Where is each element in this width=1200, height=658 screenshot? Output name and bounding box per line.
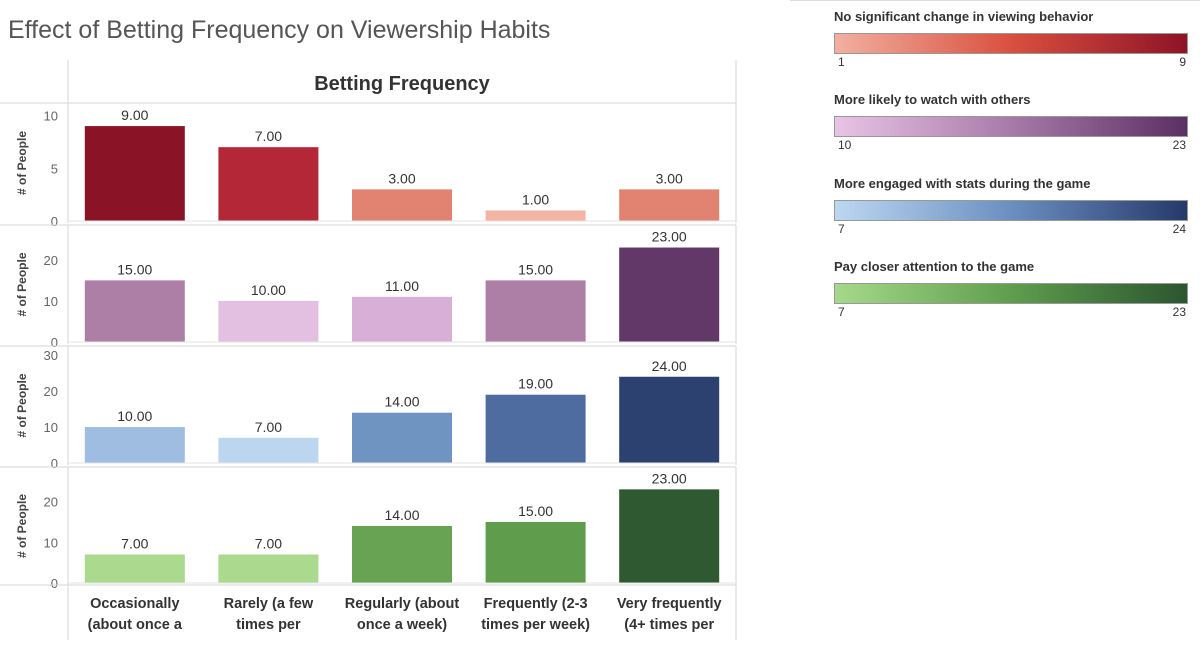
legend-color-ramp <box>834 116 1188 137</box>
bar <box>619 489 720 583</box>
x-tick-label: Rarely (a few <box>224 596 314 612</box>
data-label: 23.00 <box>652 229 687 245</box>
bar <box>485 394 586 463</box>
header-label: Betting Frequency <box>314 73 490 95</box>
bar <box>485 210 586 221</box>
legend-max-label: 23 <box>1172 305 1186 319</box>
bar <box>84 427 185 463</box>
y-axis-title: # of People <box>15 252 29 316</box>
legend-min-label: 1 <box>838 55 845 69</box>
y-tick-label: 0 <box>51 335 58 350</box>
color-legend: More likely to watch with others 10 23 <box>834 92 1194 153</box>
y-tick-label: 5 <box>51 161 58 176</box>
data-label: 7.00 <box>255 128 282 144</box>
legend-max-label: 9 <box>1179 55 1186 69</box>
y-tick-label: 10 <box>44 420 58 435</box>
top-rule <box>790 0 1200 1</box>
data-label: 9.00 <box>121 107 148 123</box>
bar <box>352 296 452 342</box>
bar <box>352 526 452 583</box>
color-legend: Pay closer attention to the game 7 23 <box>834 259 1194 320</box>
y-tick-label: 10 <box>44 535 58 550</box>
bar <box>485 521 586 583</box>
x-tick-label: Occasionally <box>90 596 179 612</box>
legend-color-ramp <box>834 33 1188 54</box>
legend-range: 7 24 <box>834 221 1188 237</box>
y-tick-label: 20 <box>44 384 58 399</box>
y-axis-title: # of People <box>15 373 29 437</box>
legend-color-ramp <box>834 283 1188 304</box>
data-label: 7.00 <box>255 419 282 435</box>
data-label: 15.00 <box>518 261 553 277</box>
legend-range: 7 23 <box>834 304 1188 320</box>
bar <box>84 554 185 583</box>
bar <box>352 189 452 221</box>
data-label: 10.00 <box>117 408 152 424</box>
color-legend: No significant change in viewing behavio… <box>834 9 1194 70</box>
legend-min-label: 7 <box>838 222 845 236</box>
x-tick-label: Regularly (about <box>345 596 460 612</box>
data-label: 7.00 <box>121 536 148 552</box>
x-tick-label: Frequently (2-3 <box>484 596 588 612</box>
x-tick-label: Very frequently <box>617 596 722 612</box>
data-label: 14.00 <box>384 507 419 523</box>
bar <box>84 126 185 221</box>
bar <box>218 300 319 342</box>
bar-chart: Betting Frequency 0 5 10 # of People 9.00 7.00… <box>0 60 737 640</box>
y-axis-title: # of People <box>15 131 29 195</box>
legend-max-label: 23 <box>1172 138 1186 152</box>
bar <box>218 147 319 221</box>
data-label: 3.00 <box>388 170 415 186</box>
bar <box>218 437 319 463</box>
data-label: 19.00 <box>518 376 553 392</box>
bar <box>619 376 720 463</box>
legend-title: More engaged with stats during the game <box>834 176 1091 191</box>
legend-title: No significant change in viewing behavio… <box>834 9 1094 24</box>
x-tick-label: once a week) <box>357 617 447 633</box>
legend-title: More likely to watch with others <box>834 92 1031 107</box>
y-tick-label: 0 <box>51 576 58 591</box>
legend-max-label: 24 <box>1172 222 1186 236</box>
y-tick-label: 30 <box>44 348 58 363</box>
data-label: 23.00 <box>652 470 687 486</box>
data-label: 24.00 <box>652 358 687 374</box>
bar <box>485 280 586 342</box>
legend-color-ramp <box>834 200 1188 221</box>
data-label: 15.00 <box>518 503 553 519</box>
y-axis-title: # of People <box>15 494 29 558</box>
x-tick-label: (about once a <box>88 617 183 633</box>
y-tick-label: 10 <box>44 294 58 309</box>
bar <box>619 189 720 221</box>
data-label: 7.00 <box>255 536 282 552</box>
bar <box>218 554 319 583</box>
x-tick-label: times per <box>236 617 301 633</box>
bar <box>84 280 185 342</box>
legend-title: Pay closer attention to the game <box>834 259 1035 274</box>
chart-title: Effect of Betting Frequency on Viewershi… <box>8 16 551 44</box>
bar <box>619 247 720 342</box>
x-tick-label: times per week) <box>481 617 590 633</box>
y-tick-label: 10 <box>44 109 58 124</box>
data-label: 15.00 <box>117 261 152 277</box>
bar <box>352 412 452 463</box>
y-tick-label: 0 <box>51 214 58 229</box>
y-tick-label: 0 <box>51 456 58 471</box>
data-label: 3.00 <box>656 170 683 186</box>
x-tick-label: (4+ times per <box>624 617 714 633</box>
data-label: 11.00 <box>385 278 419 294</box>
legend-min-label: 7 <box>838 305 845 319</box>
legend-range: 10 23 <box>834 137 1188 153</box>
y-tick-label: 20 <box>44 495 58 510</box>
data-label: 10.00 <box>251 282 286 298</box>
legend-min-label: 10 <box>838 138 852 152</box>
data-label: 1.00 <box>522 191 549 207</box>
color-legend: More engaged with stats during the game 7… <box>834 176 1194 237</box>
data-label: 14.00 <box>384 394 419 410</box>
y-tick-label: 20 <box>44 253 58 268</box>
